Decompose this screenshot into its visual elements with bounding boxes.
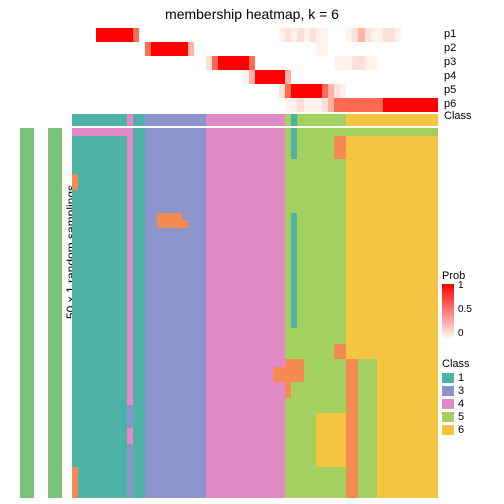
legend: Prob 10.50 Class 13456: [442, 270, 498, 437]
legend-class-swatches: 13456: [442, 372, 498, 436]
class-annotation-bar: [72, 114, 438, 126]
chart-title: membership heatmap, k = 6: [0, 6, 504, 22]
legend-prob-title: Prob: [442, 270, 498, 282]
legend-class-title: Class: [442, 358, 498, 370]
sampling-heatmap: [72, 128, 438, 498]
prob-colorbar: [442, 284, 454, 340]
left-annotation-strip-2: [48, 128, 62, 498]
left-annotation-strip-1: [20, 128, 34, 498]
membership-prob-matrix: [72, 28, 438, 112]
